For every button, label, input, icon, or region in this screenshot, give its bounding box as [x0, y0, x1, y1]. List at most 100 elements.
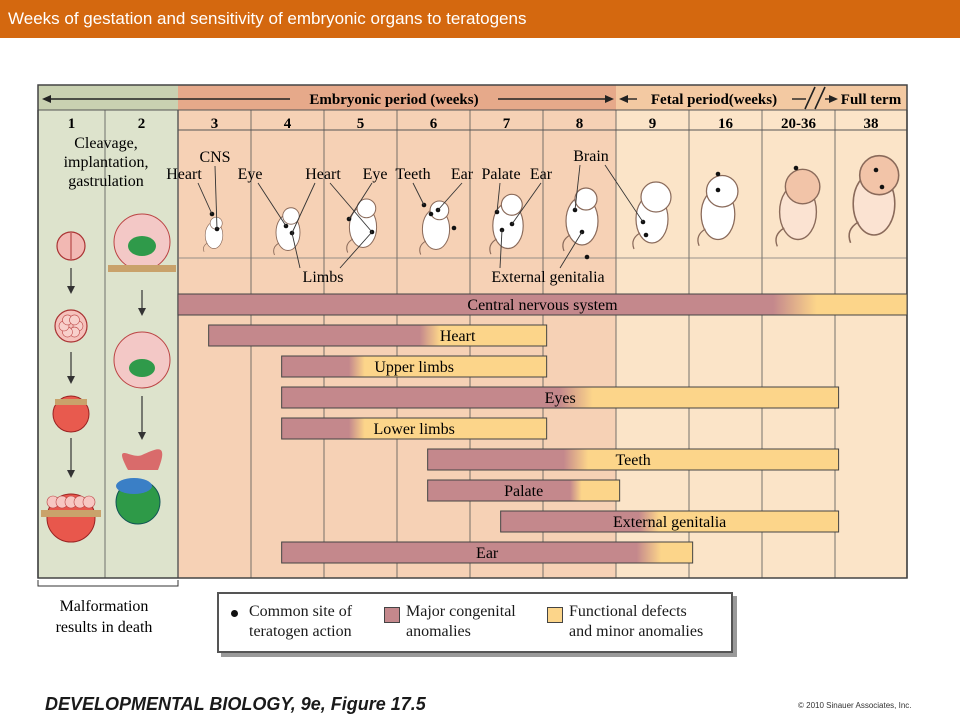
axis-break-icon [804, 86, 826, 110]
sensitivity-bar-label: Ear [476, 545, 499, 562]
week-label: 1 [68, 116, 76, 132]
sensitivity-bar-label: Upper limbs [374, 359, 454, 376]
legend-major-label: Major congenital anomalies [406, 603, 516, 640]
sensitivity-bar-label: Lower limbs [373, 421, 454, 438]
embryo-figure-icon [489, 193, 524, 255]
embryo-figure-icon [697, 174, 739, 247]
embryo-head-icon [500, 193, 523, 216]
teratogen-site-dot [428, 211, 434, 217]
embryo-figure-icon [848, 154, 900, 244]
arrowhead-left-icon [619, 95, 628, 103]
embryo-limb-icon [203, 242, 208, 252]
legend-dot-icon [231, 610, 238, 617]
sensitivity-bar [281, 541, 694, 564]
legend-minor-swatch [547, 607, 563, 623]
structure-label: External genitalia [491, 269, 604, 286]
arrowhead-right-icon [605, 95, 614, 103]
early-stage-label: gastrulation [68, 173, 144, 190]
cell-icon [82, 495, 96, 509]
teratogen-site-dot [879, 184, 885, 190]
copyright-note: © 2010 Sinauer Associates, Inc. [798, 701, 912, 710]
week-label: 8 [576, 116, 584, 132]
embryo-limb-icon [632, 232, 641, 250]
early-bracket [37, 580, 179, 587]
label-pointer [197, 182, 213, 215]
week-label: 5 [357, 116, 365, 132]
embryo-figure-icon [632, 181, 672, 250]
embryo-limb-icon [562, 234, 571, 252]
malformation-note: Malformation [60, 598, 149, 615]
sensitivity-bar-label: Teeth [615, 452, 650, 469]
structure-label: Palate [481, 166, 520, 183]
structure-label: Limbs [303, 269, 344, 286]
arrowhead-right-icon [829, 95, 838, 103]
book-citation: DEVELOPMENTAL BIOLOGY, 9e, Figure 17.5 [45, 694, 426, 714]
arrowhead-down-icon [138, 432, 146, 440]
uterine-wall-icon [108, 265, 176, 272]
label-pointer [291, 182, 316, 234]
structure-label: Eye [363, 166, 388, 183]
week-label: 7 [503, 116, 511, 132]
sensitivity-bar [281, 417, 548, 440]
endometrium-icon [55, 399, 87, 405]
embryo-limb-icon [419, 240, 427, 255]
teratogen-site-dot [451, 225, 457, 231]
sensitivity-bar [281, 386, 840, 409]
embryo-limb-icon [775, 227, 785, 247]
legend: Common site of teratogen action Major co… [217, 592, 733, 653]
label-pointer [329, 182, 373, 233]
embryo-limb-icon [346, 238, 354, 253]
arrowhead-down-icon [138, 308, 146, 316]
label-pointer [437, 182, 463, 211]
embryo-limb-icon [848, 221, 859, 244]
arrowhead-down-icon [67, 286, 75, 294]
teratogen-site-dot [715, 187, 721, 193]
sensitivity-bar-label: Eyes [545, 390, 576, 407]
embryo-head-icon [640, 181, 672, 213]
fetal-period-label: Fetal period(weeks) [651, 92, 777, 108]
embryonic-period-label: Embryonic period (weeks) [309, 92, 478, 108]
label-pointer [574, 164, 581, 211]
sensitivity-bar [208, 324, 548, 347]
embryonic-disc-icon [116, 478, 152, 494]
embryo-limb-icon [273, 242, 280, 256]
week-label: 3 [211, 116, 219, 132]
embryo-figure-icon [562, 187, 599, 252]
teratogen-site-dot [584, 254, 590, 260]
sensitivity-bar-label: Heart [440, 328, 476, 345]
structure-label: Heart [166, 166, 202, 183]
amnion-icon [122, 449, 163, 470]
week-label: 2 [138, 116, 146, 132]
inner-cell-mass-icon [128, 236, 156, 256]
malformation-note: results in death [56, 619, 153, 636]
week-label: 20-36 [781, 116, 816, 132]
teratogen-site-dot [715, 171, 721, 177]
week-label: 4 [284, 116, 292, 132]
label-pointer [257, 182, 287, 227]
epiblast-icon [129, 359, 155, 377]
early-stage-label: implantation, [64, 154, 149, 171]
sensitivity-bar [500, 510, 840, 533]
structure-label: Heart [305, 166, 341, 183]
embryo-figure-icon [346, 198, 378, 253]
arrowhead-left-icon [42, 95, 51, 103]
sensitivity-bar [427, 448, 840, 471]
embryonic-header [178, 85, 616, 110]
label-pointer [499, 229, 503, 269]
cell-icon [69, 314, 80, 326]
uterine-wall-icon [41, 510, 101, 517]
sensitivity-bar [427, 479, 621, 502]
fetal-header [616, 85, 907, 110]
diagram-border [37, 84, 908, 579]
structure-label: Brain [573, 148, 609, 165]
embryo-head-icon [356, 198, 377, 219]
sensitivity-bar [177, 293, 908, 316]
fetal-panel [616, 85, 907, 578]
arrowhead-down-icon [67, 376, 75, 384]
early-header [38, 85, 178, 110]
label-pointer [291, 232, 301, 269]
structure-label: Ear [451, 166, 474, 183]
embryo-head-icon [784, 168, 821, 205]
teratogen-site-dot [643, 232, 649, 238]
